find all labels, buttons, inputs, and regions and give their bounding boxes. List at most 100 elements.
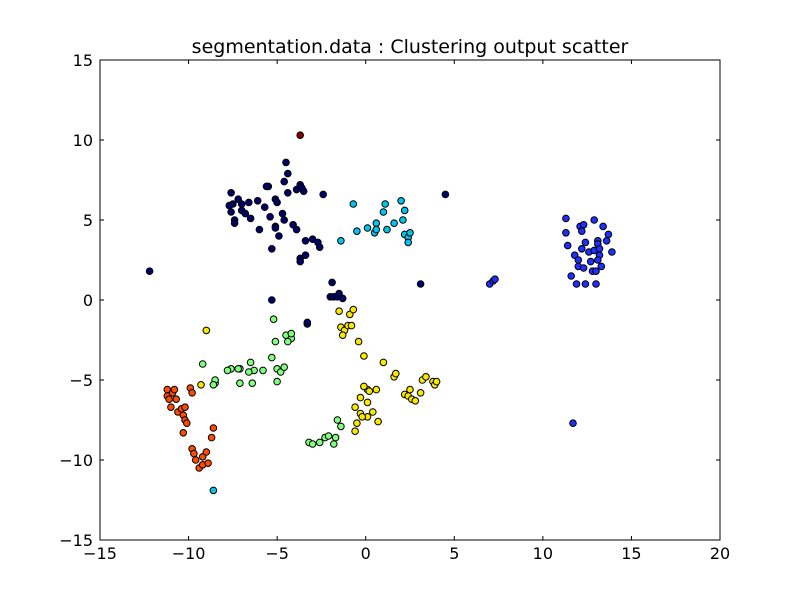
scatter-point (390, 219, 398, 227)
scatter-point (299, 187, 308, 195)
scatter-point (579, 264, 588, 272)
scatter-point (586, 257, 595, 266)
scatter-point (604, 230, 613, 239)
scatter-point (578, 227, 586, 235)
scatter-point (411, 397, 420, 405)
scatter-point (227, 208, 235, 216)
scatter-point (599, 222, 607, 231)
scatter-point (572, 280, 581, 288)
scatter-point (365, 387, 374, 396)
scatter-point (245, 198, 253, 207)
scatter-point (191, 456, 200, 464)
y-tick-label: 0 (83, 291, 93, 310)
scatter-point (328, 278, 336, 287)
scatter-point (296, 131, 305, 139)
scatter-point (569, 419, 577, 428)
scatter-point (145, 267, 154, 276)
y-tick-label: 10 (73, 131, 93, 150)
scatter-point (324, 432, 333, 440)
plot-area-frame (99, 59, 721, 541)
scatter-point (303, 318, 312, 327)
scatter-point (271, 337, 280, 346)
scatter-point (581, 280, 590, 288)
scatter-point (597, 262, 606, 271)
scatter-point (301, 251, 310, 259)
scatter-point (602, 237, 611, 245)
scatter-point (284, 189, 292, 197)
scatter-point (280, 363, 289, 372)
scatter-point (379, 358, 388, 367)
scatter-point (280, 216, 289, 224)
scatter-point (574, 256, 583, 264)
scatter-point (315, 243, 324, 251)
scatter-point (347, 321, 356, 330)
scatter-point (579, 221, 588, 229)
scatter-point (266, 213, 274, 221)
scatter-point (562, 229, 570, 237)
scatter-point (399, 216, 407, 224)
scatter-point (441, 190, 450, 199)
scatter-point (188, 389, 196, 397)
scatter-point (204, 459, 212, 468)
scatter-point (349, 305, 358, 314)
scatter-point (308, 440, 317, 448)
scatter-point (331, 433, 340, 442)
scatter-point (282, 158, 290, 167)
x-tick-label: −5 (265, 544, 289, 563)
y-tick-label: −10 (59, 451, 93, 470)
scatter-point (369, 408, 377, 416)
scatter-point (167, 403, 175, 412)
scatter-point (271, 224, 280, 232)
scatter-point (335, 307, 343, 316)
scatter-point (202, 448, 211, 456)
scatter-point (404, 238, 413, 247)
scatter-point (268, 296, 276, 304)
scatter-point (349, 200, 358, 208)
x-tick-label: 10 (533, 544, 553, 563)
scatter-point (223, 366, 232, 375)
scatter-point (170, 385, 179, 394)
scatter-point (400, 206, 409, 215)
scatter-point (209, 381, 218, 389)
y-tick-label: 5 (83, 211, 93, 230)
scatter-point (273, 198, 281, 207)
scatter-point (227, 189, 235, 197)
scatter-point (562, 214, 570, 223)
scatter-point (351, 403, 359, 412)
scatter-point (608, 248, 616, 256)
scatter-point (284, 337, 292, 346)
scatter-point (234, 365, 242, 373)
scatter-point (416, 280, 425, 288)
scatter-point (190, 449, 198, 458)
scatter-point (262, 182, 271, 191)
chart-title: segmentation.data : Clustering output sc… (192, 36, 629, 58)
scatter-point (296, 257, 305, 266)
scatter-point (358, 413, 367, 421)
scatter-point (491, 275, 499, 284)
y-tick-label: −15 (59, 531, 93, 550)
scatter-point (353, 227, 361, 235)
scatter-point (356, 393, 365, 402)
scatter-point (241, 209, 250, 218)
scatter-point (197, 381, 205, 389)
x-tick-label: −10 (172, 544, 206, 563)
scatter-point (592, 280, 600, 288)
scatter-point (372, 225, 381, 234)
scatter-point (338, 331, 347, 340)
scatter-point (360, 352, 368, 360)
scatter-point (268, 353, 276, 362)
scatter-point (236, 379, 244, 388)
scatter-point (179, 429, 188, 437)
scatter-point (383, 225, 391, 234)
scatter-point (259, 366, 267, 375)
x-tick-label: −15 (83, 544, 117, 563)
scatter-point (292, 225, 301, 234)
scatter-point (590, 216, 599, 224)
scatter-point (379, 208, 388, 216)
scatter-point (337, 237, 345, 245)
scatter-point (260, 203, 269, 211)
scatter-point (592, 267, 600, 276)
scatter-point (595, 245, 604, 253)
scatter-point (183, 419, 191, 428)
